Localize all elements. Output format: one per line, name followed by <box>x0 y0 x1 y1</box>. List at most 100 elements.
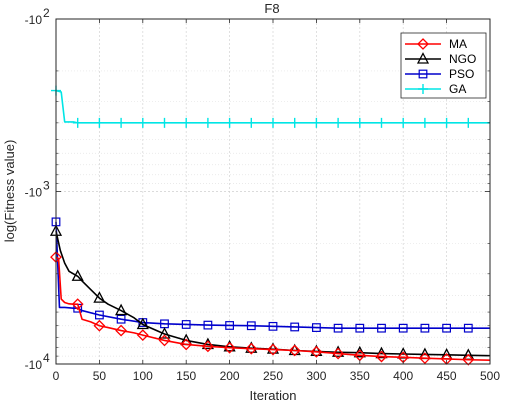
data-point-ga <box>268 117 278 128</box>
x-tick-label: 350 <box>350 369 370 383</box>
data-point-ga <box>181 117 192 128</box>
data-point-ga <box>398 117 409 128</box>
x-tick-label: 150 <box>176 369 196 383</box>
data-point-pso <box>181 320 191 329</box>
legend-item-ga: GA <box>405 82 466 96</box>
data-point-ma <box>115 324 128 337</box>
x-tick-label: 0 <box>53 369 60 383</box>
data-point-ga <box>159 117 170 128</box>
data-point-pso <box>355 323 365 333</box>
legend-item-ma: MA <box>405 37 467 51</box>
data-point-pso <box>312 323 321 332</box>
legend-item-pso: PSO <box>405 67 474 81</box>
data-point-ga <box>311 117 322 128</box>
data-point-ma <box>418 352 431 365</box>
data-point-ga <box>376 117 387 128</box>
data-point-ga <box>419 117 430 128</box>
data-point-ngo <box>93 291 106 303</box>
y-tick-label: -10 2 <box>25 6 50 27</box>
data-point-ma <box>201 340 214 353</box>
x-tick-label: 300 <box>306 369 326 383</box>
series-line-ngo <box>55 231 491 357</box>
series-line-pso <box>55 221 490 329</box>
x-tick-label: 200 <box>220 369 240 383</box>
data-point-ma <box>93 319 106 332</box>
data-point-ma <box>267 343 279 356</box>
legend-marker-pso <box>418 69 428 79</box>
x-tick-label: 100 <box>133 369 153 383</box>
data-point-pso <box>246 321 256 331</box>
data-point-pso <box>268 321 278 331</box>
data-point-pso <box>398 323 408 333</box>
data-point-ma <box>332 347 345 360</box>
tick-layer: 0 50 100 150 200 250 300 350 400 450 500-10 2-10 3-1… <box>25 6 501 383</box>
x-tick-label: 50 <box>93 369 107 383</box>
y-tick-label: -10 4 <box>25 351 50 372</box>
data-point-ma <box>223 341 236 354</box>
legend-label-pso: PSO <box>449 67 474 81</box>
y-tick-label-base: -10 <box>25 358 43 372</box>
y-tick-label-exponent: 3 <box>43 179 50 193</box>
data-point-ma <box>180 338 193 351</box>
data-point-pso <box>94 310 104 320</box>
x-tick-label: 400 <box>393 369 413 383</box>
y-tick-label-exponent: 2 <box>43 6 50 20</box>
y-tick-label-exponent: 4 <box>43 351 50 365</box>
data-point-ga <box>94 117 105 128</box>
data-point-pso <box>333 323 343 333</box>
data-point-ga <box>116 117 127 128</box>
data-point-ngo <box>310 344 323 357</box>
data-point-ngo <box>375 346 388 359</box>
data-point-ma <box>158 334 171 347</box>
data-point-ma <box>375 350 388 363</box>
data-point-ga <box>137 117 148 128</box>
y-tick-label: -10 3 <box>25 179 50 200</box>
data-point-ngo <box>245 341 258 353</box>
data-point-ma <box>462 353 475 366</box>
series-ga <box>51 85 490 128</box>
chart-title: F8 <box>264 1 279 16</box>
series-pso <box>51 217 490 333</box>
data-point-ga <box>333 117 344 128</box>
data-point-ngo <box>158 327 171 339</box>
x-tick-label: 250 <box>263 369 283 383</box>
data-point-ngo <box>71 269 84 281</box>
data-point-ngo <box>266 342 280 354</box>
data-point-pso <box>203 320 213 330</box>
data-point-pso <box>442 323 451 333</box>
legend-marker-ngo <box>416 52 430 64</box>
series-layer <box>49 85 491 366</box>
data-point-ma <box>245 342 258 355</box>
data-point-ga <box>463 117 474 128</box>
x-axis-label: Iteration <box>250 388 297 403</box>
data-point-ga <box>224 117 235 128</box>
data-point-pso <box>420 323 430 333</box>
data-point-ga <box>354 117 365 128</box>
data-point-ma <box>288 344 301 357</box>
data-point-ga <box>72 117 83 128</box>
y-tick-label-base: -10 <box>25 186 43 200</box>
legend-label-ngo: NGO <box>449 52 476 66</box>
data-point-ga <box>441 117 452 128</box>
series-ma <box>50 251 491 366</box>
data-point-pso <box>116 314 126 324</box>
data-point-pso <box>290 322 300 332</box>
data-point-ga <box>202 117 213 128</box>
x-tick-label: 500 <box>480 369 500 383</box>
data-point-ma <box>71 298 84 311</box>
data-point-pso <box>377 323 386 333</box>
legend-marker-ga <box>418 84 428 94</box>
data-point-ngo <box>136 317 149 330</box>
legend-marker-ma <box>417 38 429 50</box>
legend-label-ma: MA <box>449 37 467 51</box>
data-point-ma <box>310 345 323 358</box>
legend-label-ga: GA <box>449 82 466 96</box>
data-point-pso <box>225 321 235 330</box>
y-axis-label: log(Fitness value) <box>2 140 17 243</box>
data-point-pso <box>463 323 473 333</box>
legend-item-ngo: NGO <box>405 52 476 66</box>
data-point-ngo <box>115 303 128 316</box>
